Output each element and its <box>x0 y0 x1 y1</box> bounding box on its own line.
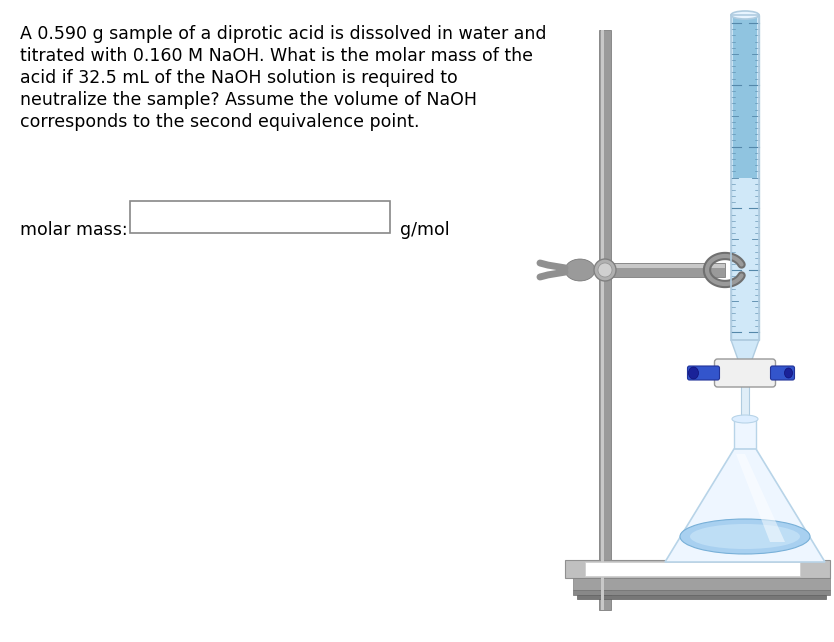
Polygon shape <box>665 449 825 562</box>
Ellipse shape <box>690 524 800 549</box>
Text: molar mass:: molar mass: <box>20 221 128 239</box>
Ellipse shape <box>689 367 699 379</box>
Ellipse shape <box>732 415 758 423</box>
Bar <box>601 30 604 610</box>
Bar <box>734 419 756 449</box>
Bar <box>573 590 830 595</box>
FancyBboxPatch shape <box>687 366 720 380</box>
Ellipse shape <box>598 263 612 277</box>
Bar <box>741 384 749 419</box>
Ellipse shape <box>594 259 616 281</box>
Bar <box>599 30 611 610</box>
Bar <box>577 595 826 599</box>
Bar <box>731 15 759 340</box>
Text: titrated with 0.160 M NaOH. What is the molar mass of the: titrated with 0.160 M NaOH. What is the … <box>20 47 533 65</box>
Text: neutralize the sample? Assume the volume of NaOH: neutralize the sample? Assume the volume… <box>20 91 477 109</box>
Bar <box>565 560 830 578</box>
FancyBboxPatch shape <box>715 359 776 387</box>
Ellipse shape <box>680 519 810 554</box>
Text: g/mol: g/mol <box>400 221 450 239</box>
Bar <box>585 562 800 576</box>
Polygon shape <box>736 454 785 542</box>
Polygon shape <box>731 340 759 368</box>
Text: acid if 32.5 mL of the NaOH solution is required to: acid if 32.5 mL of the NaOH solution is … <box>20 69 458 87</box>
Bar <box>733 17 757 177</box>
Ellipse shape <box>565 259 595 281</box>
FancyBboxPatch shape <box>771 366 795 380</box>
Bar <box>605 264 725 268</box>
Text: A 0.590 g sample of a diprotic acid is dissolved in water and: A 0.590 g sample of a diprotic acid is d… <box>20 25 546 43</box>
Bar <box>605 263 725 277</box>
Text: corresponds to the second equivalence point.: corresponds to the second equivalence po… <box>20 113 420 131</box>
Ellipse shape <box>785 368 792 378</box>
Bar <box>573 578 830 590</box>
Bar <box>130 201 390 233</box>
Bar <box>731 15 759 340</box>
Ellipse shape <box>731 11 759 19</box>
